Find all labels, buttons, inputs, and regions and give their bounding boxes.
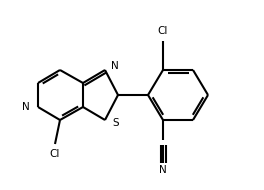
Text: S: S xyxy=(112,118,119,128)
Text: Cl: Cl xyxy=(50,149,60,159)
Text: N: N xyxy=(111,61,119,71)
Text: N: N xyxy=(159,165,167,175)
Text: N: N xyxy=(22,102,30,112)
Text: Cl: Cl xyxy=(158,26,168,36)
